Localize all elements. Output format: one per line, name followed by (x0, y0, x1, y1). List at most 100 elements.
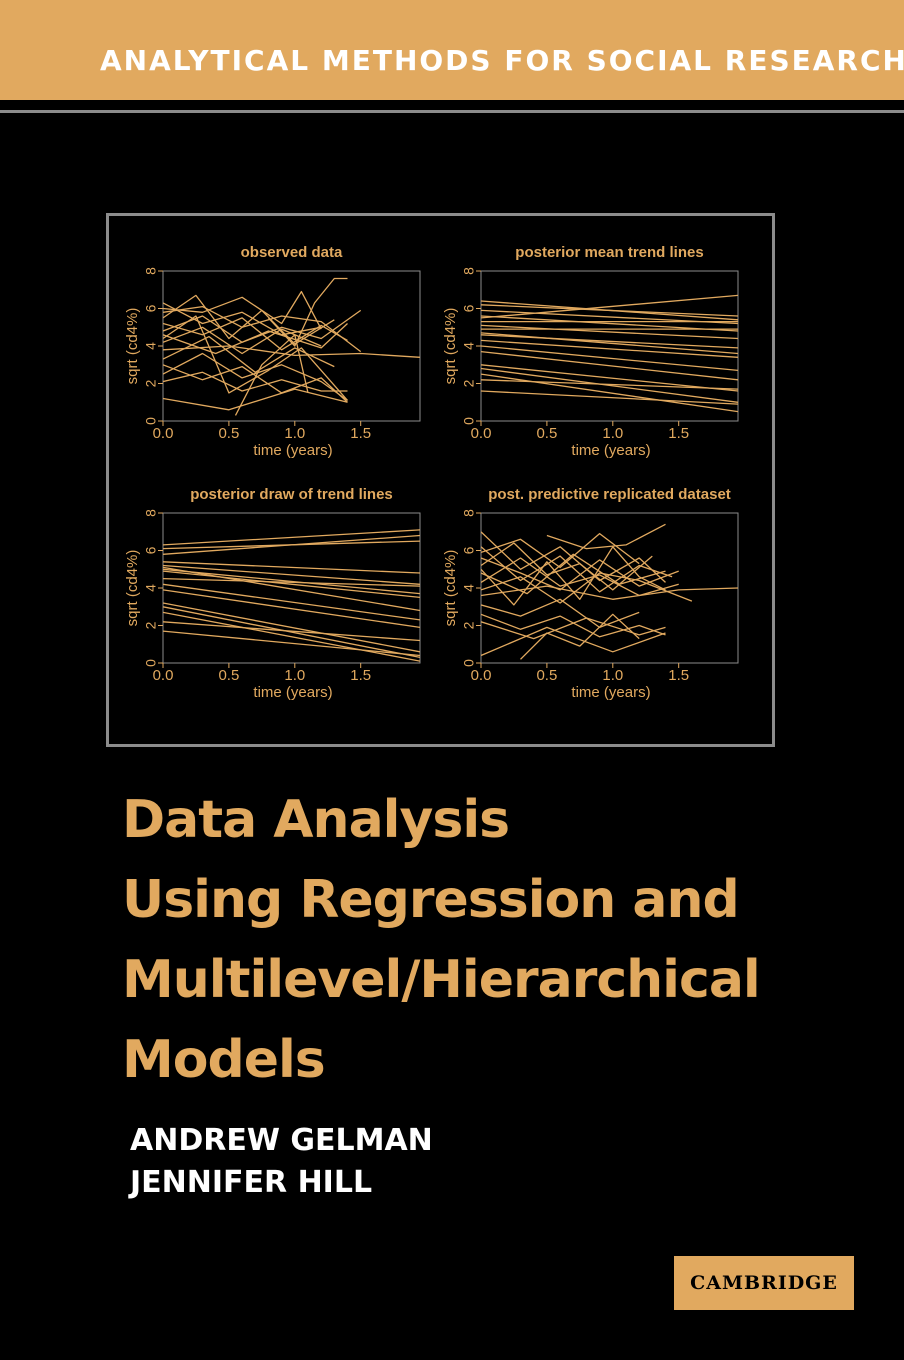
series-line (163, 371, 348, 392)
series-line (163, 564, 420, 585)
series-line (481, 304, 738, 317)
figure-frame (106, 213, 775, 747)
y-tick-label: 6 (461, 546, 477, 554)
y-tick-label: 0 (461, 417, 477, 425)
y-tick-label: 8 (461, 509, 477, 517)
y-tick-label: 2 (461, 621, 477, 629)
x-axis-label: time (years) (253, 442, 332, 459)
series-line (163, 305, 362, 353)
figure-panels: observed data 0.0 0.5 1.0 1.5 0 2 4 6 8 time (year… (124, 244, 739, 701)
series-line (234, 334, 309, 416)
series-line (163, 606, 420, 659)
author-name: ANDREW GELMAN (130, 1123, 433, 1158)
series-line (481, 532, 640, 569)
series-line (163, 570, 420, 599)
series-line (481, 553, 666, 595)
publisher-logo: CAMBRIDGE (674, 1256, 854, 1310)
series-line (481, 294, 738, 319)
y-tick-label: 4 (143, 342, 159, 350)
series-line (163, 561, 420, 574)
series-line (481, 364, 738, 392)
y-tick-label: 0 (143, 417, 159, 425)
title-line: Multilevel/Hierarchical (122, 950, 761, 1010)
x-tick-label: 0.0 (471, 425, 492, 442)
series-line (481, 546, 666, 606)
y-tick-label: 6 (143, 304, 159, 312)
author-list: ANDREW GELMAN JENNIFER HILL (130, 1120, 433, 1204)
chart-title: posterior draw of trend lines (190, 486, 393, 503)
series-line (481, 613, 666, 638)
series-title: ANALYTICAL METHODS FOR SOCIAL RESEARCH (100, 44, 904, 77)
chart-panel: posterior mean trend lines 0.0 0.5 1.0 1.5 0 2… (442, 244, 739, 459)
y-tick-label: 2 (143, 379, 159, 387)
x-axis-label: time (years) (571, 442, 650, 459)
y-axis-label: sqrt (cd4%) (124, 550, 141, 627)
series-line (163, 577, 420, 587)
series-line (163, 335, 335, 373)
series-line (163, 611, 420, 662)
series-line (163, 294, 335, 345)
series-line (163, 568, 420, 595)
y-tick-label: 8 (143, 267, 159, 275)
y-tick-label: 4 (143, 584, 159, 592)
series-line (481, 617, 666, 640)
series-line (163, 345, 420, 358)
plot-frame (162, 270, 421, 422)
x-tick-label: 1.5 (668, 425, 689, 442)
y-tick-label: 8 (461, 267, 477, 275)
series-line (481, 379, 738, 390)
series-line (481, 345, 738, 372)
x-tick-label: 1.0 (284, 667, 305, 684)
series-line (481, 585, 738, 600)
chart-title: post. predictive replicated dataset (488, 486, 731, 503)
series-group (481, 294, 738, 413)
y-tick-label: 0 (143, 659, 159, 667)
y-tick-label: 0 (461, 659, 477, 667)
chart-panel: post. predictive replicated dataset 0.0 0.… (442, 486, 739, 701)
y-axis-label: sqrt (cd4%) (442, 550, 459, 627)
series-line (481, 390, 738, 405)
series-line (163, 534, 420, 555)
x-axis-label: time (years) (571, 684, 650, 701)
series-line (163, 621, 420, 642)
y-tick-label: 8 (143, 509, 159, 517)
series-line (481, 373, 738, 413)
x-tick-label: 1.0 (284, 425, 305, 442)
x-tick-label: 1.5 (350, 667, 371, 684)
series-line (163, 323, 348, 355)
y-tick-label: 6 (143, 546, 159, 554)
title-line: Data Analysis (122, 790, 510, 850)
series-group (163, 277, 420, 416)
series-group (163, 529, 420, 662)
y-axis-label: sqrt (cd4%) (124, 308, 141, 385)
series-line (267, 277, 348, 347)
series-line (481, 626, 666, 657)
series-line (520, 613, 640, 660)
x-tick-label: 0.0 (153, 425, 174, 442)
y-axis-label: sqrt (cd4%) (442, 308, 459, 385)
series-line (481, 598, 640, 629)
series-line (481, 557, 679, 597)
series-line (163, 566, 420, 612)
series-line (481, 572, 693, 604)
series-line (163, 290, 322, 330)
series-line (481, 367, 738, 403)
author-name: JENNIFER HILL (130, 1165, 373, 1200)
chart-panel: observed data 0.0 0.5 1.0 1.5 0 2 4 6 8 time (year… (124, 244, 421, 459)
series-line (163, 364, 348, 403)
x-tick-label: 0.5 (218, 667, 239, 684)
x-tick-label: 0.5 (218, 425, 239, 442)
series-group (481, 523, 738, 660)
y-tick-label: 4 (461, 342, 477, 350)
chart-title: posterior mean trend lines (515, 244, 703, 261)
x-tick-label: 0.0 (153, 667, 174, 684)
book-title: Data Analysis Using Regression and Multi… (122, 780, 761, 1100)
series-line (481, 334, 738, 349)
x-axis-label: time (years) (253, 684, 332, 701)
series-line (481, 546, 673, 593)
series-line (481, 339, 738, 358)
series-line (163, 602, 420, 653)
y-tick-label: 4 (461, 584, 477, 592)
x-tick-label: 1.0 (602, 425, 623, 442)
plot-frame (162, 512, 421, 664)
